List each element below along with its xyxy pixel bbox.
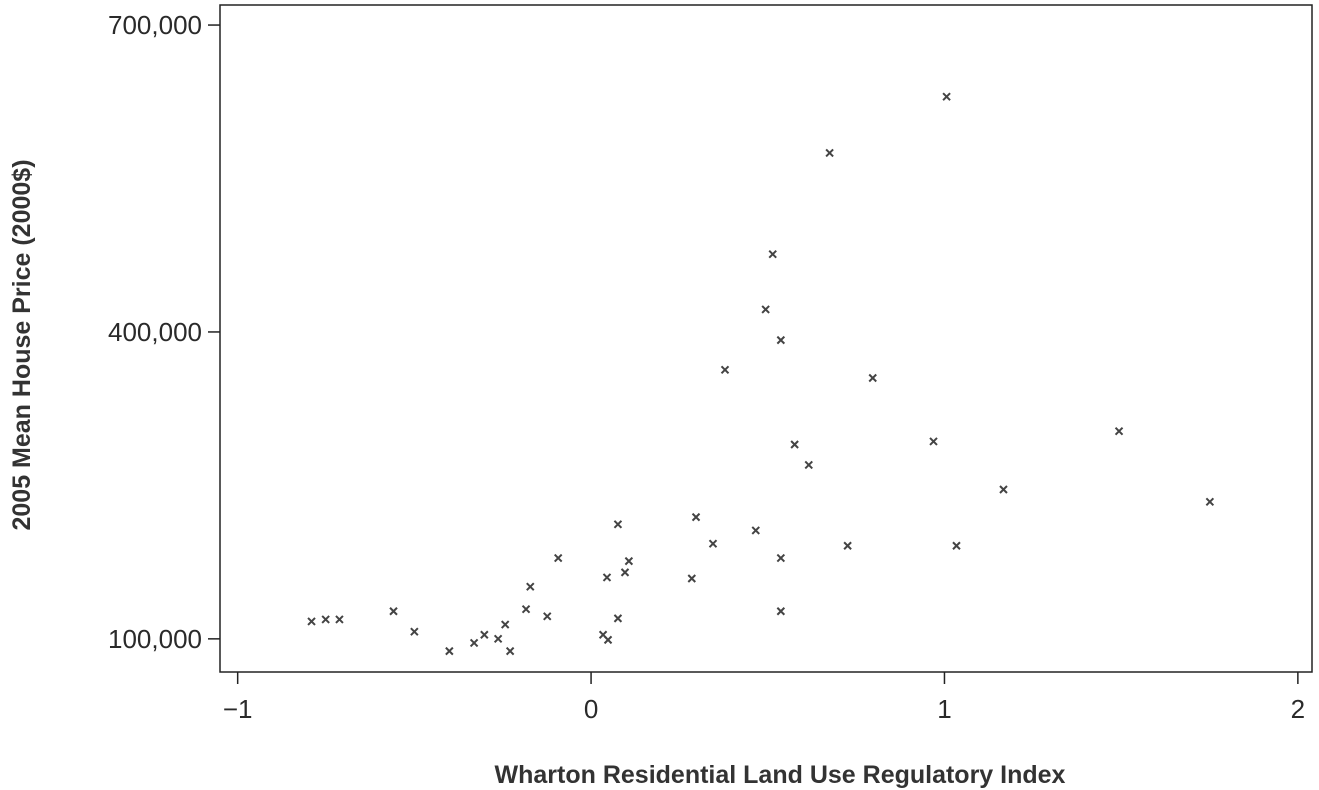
point <box>603 635 613 645</box>
x-tick-label: −1 <box>223 694 253 724</box>
point <box>620 568 630 577</box>
point <box>1205 497 1215 506</box>
point <box>553 553 563 563</box>
point <box>505 646 515 656</box>
point <box>999 485 1008 494</box>
y-tick-label: 100,000 <box>108 624 202 654</box>
point <box>389 607 398 616</box>
point <box>942 92 951 101</box>
point <box>307 617 316 626</box>
point <box>776 553 786 563</box>
point <box>445 646 454 656</box>
point <box>929 437 938 446</box>
point <box>469 638 479 648</box>
point <box>526 582 535 591</box>
plot-frame <box>219 4 1313 673</box>
point <box>843 541 852 550</box>
point <box>776 335 786 345</box>
point <box>751 526 760 535</box>
point <box>613 520 623 529</box>
point <box>624 556 634 566</box>
point <box>687 574 696 583</box>
point <box>868 373 877 383</box>
point <box>776 607 786 616</box>
point <box>500 620 510 629</box>
point <box>410 627 419 636</box>
point <box>335 615 344 624</box>
point <box>1114 426 1124 436</box>
point <box>521 604 531 614</box>
point <box>761 305 770 314</box>
point <box>952 541 961 550</box>
x-tick-label: 0 <box>584 694 598 724</box>
point <box>708 539 718 548</box>
point <box>768 249 777 259</box>
point <box>321 615 330 624</box>
point <box>543 612 552 621</box>
y-tick-label: 400,000 <box>108 317 202 347</box>
point <box>790 440 799 449</box>
y-tick-label: 700,000 <box>108 10 202 40</box>
point <box>602 573 612 582</box>
point <box>825 148 834 158</box>
point <box>493 634 503 644</box>
x-axis-label: Wharton Residential Land Use Regulatory … <box>495 761 1066 789</box>
point <box>480 630 489 639</box>
x-tick-label: 1 <box>937 694 951 724</box>
point <box>720 365 730 375</box>
point <box>804 460 813 470</box>
point <box>613 614 623 623</box>
y-axis-label: 2005 Mean House Price (2000$) <box>8 159 36 530</box>
point <box>691 512 701 522</box>
x-tick-label: 2 <box>1291 694 1305 724</box>
